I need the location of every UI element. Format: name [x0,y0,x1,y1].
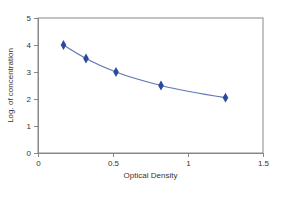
x-tick-label: 0 [36,159,41,168]
plot-frame [38,18,263,153]
y-tick: 1 [27,122,38,131]
x-tick: 0 [36,153,41,168]
y-axis: 0 1 2 3 4 5 [27,14,39,158]
y-axis-line [34,19,39,154]
x-tick: 1 [186,153,191,168]
x-tick-label: 0.5 [108,159,120,168]
y-tick: 3 [27,68,38,77]
x-tick: 0.5 [108,153,120,168]
y-tick-label: 0 [27,149,32,158]
y-tick: 4 [27,41,38,50]
y-tick-label: 4 [27,41,32,50]
x-tick-mark [188,153,189,157]
x-tick-label: 1.5 [258,159,270,168]
y-tick-mark [34,153,38,154]
y-tick-label: 5 [27,14,32,23]
y-tick: 2 [27,95,38,104]
y-tick: 0 [27,149,38,158]
x-tick-mark [263,153,264,157]
y-axis-title: Log. of concentration [6,48,15,123]
x-tick-label: 1 [186,159,191,168]
point [83,54,89,64]
y-tick-mark [34,99,38,100]
point [61,40,67,50]
y-tick-label: 2 [27,95,32,104]
point [158,81,164,91]
x-axis-line [39,154,264,158]
x-axis: 0 0.5 1 1.5 [36,153,269,168]
series [61,40,229,102]
y-tick-mark [34,72,38,73]
y-tick-mark [34,18,38,19]
y-tick: 5 [27,14,38,23]
curve [64,45,226,98]
plot: 0 0.5 1 1.5 0 1 2 3 4 5 [27,14,270,168]
chart: 0 0.5 1 1.5 0 1 2 3 4 5 Optical Density Log. of con… [0,0,300,200]
y-tick-label: 3 [27,68,32,77]
x-tick: 1.5 [258,153,270,168]
y-tick-label: 1 [27,122,32,131]
x-axis-title: Optical Density [124,171,178,180]
y-tick-mark [34,126,38,127]
y-tick-mark [34,45,38,46]
point [223,93,229,103]
point [113,67,119,77]
x-tick-mark [113,153,114,157]
